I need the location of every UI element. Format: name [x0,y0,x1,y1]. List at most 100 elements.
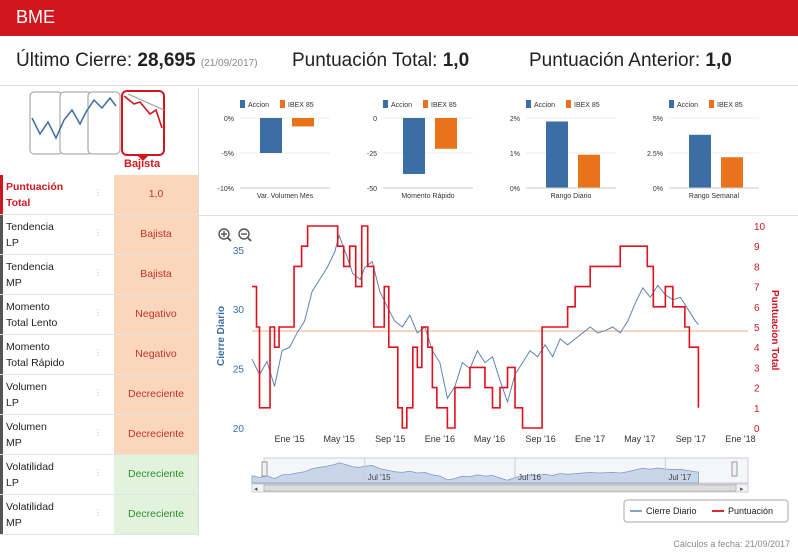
legend-swatch-accion [526,100,531,108]
mini-bar [546,121,568,188]
info-icon[interactable]: ⋮ [94,268,102,277]
row-label-line2: Total Lento [6,317,58,329]
navigator-label: Jul '15 [368,473,391,482]
row-value: Decreciente [114,375,198,414]
scrollbar[interactable]: ◂ ▸ [251,483,749,493]
row-label-line1: Volumen [6,381,47,393]
mini-ytick: -50 [367,186,377,193]
info-icon[interactable]: ⋮ [94,348,102,357]
company-title: BME [16,7,56,27]
table-row: Puntuación Total ⋮ 1,0 [0,175,198,215]
scrollbar-thumb[interactable] [263,484,737,492]
row-value: Bajista [114,255,198,294]
row-label-line2: MP [6,517,22,529]
x-tick: Ene '18 [725,434,755,444]
row-label-line2: MP [6,437,22,449]
row-label: Volumen LP [0,375,112,414]
row-value: Bajista [114,215,198,254]
y-left-tick: 20 [233,424,245,435]
last-close-value: 28,695 [137,50,196,71]
info-icon[interactable]: ⋮ [94,188,102,197]
table-row: Volatilidad LP ⋮ Decreciente [0,455,198,495]
row-value: Negativo [114,295,198,334]
navigator-handle-right[interactable] [731,461,738,477]
row-label-line1: Puntuación [6,181,64,193]
legend-puntuacion[interactable]: Puntuación [728,506,773,516]
footnote: Cálculos a fecha: 21/09/2017 [673,539,790,549]
y-right-label: Puntuacion Total [769,290,780,371]
mini-ytick: 0% [653,186,663,193]
row-label: Tendencia LP [0,215,112,254]
trend-label: Bajista [124,158,161,170]
legend-swatch-accion [669,100,674,108]
legend-accion: Accion [391,102,412,109]
vertical-divider [198,88,199,536]
last-close-date: (21/09/2017) [200,58,258,69]
trend-cards-icon [29,90,165,161]
row-label-line1: Tendencia [6,221,54,233]
legend-swatch-accion [383,100,388,108]
table-row: Momento Total Lento ⋮ Negativo [0,295,198,335]
mini-title: Rango Diario [551,193,592,200]
total-score-label: Puntuación Total: [292,50,438,71]
y-right-tick: 0 [754,424,760,435]
mini-title: Rango Semanal [689,193,740,200]
x-tick: Sep '16 [525,434,555,444]
navigator[interactable]: Jul '15 Jul '16 Jul '17 [251,457,749,484]
row-value: Negativo [114,335,198,374]
mini-bar [260,118,282,153]
row-label: Volatilidad LP [0,455,112,494]
x-tick: May '15 [324,434,355,444]
info-icon[interactable]: ⋮ [94,428,102,437]
scroll-left-icon[interactable]: ◂ [254,486,258,493]
table-row: Tendencia MP ⋮ Bajista [0,255,198,295]
legend-frame [623,499,789,523]
mini-title: Momento Rápido [401,193,454,200]
x-tick: Sep '15 [375,434,405,444]
info-icon[interactable]: ⋮ [94,308,102,317]
row-label: Momento Total Lento [0,295,112,334]
info-icon[interactable]: ⋮ [94,388,102,397]
y-left-tick: 25 [233,365,245,376]
table-row: Tendencia LP ⋮ Bajista [0,215,198,255]
table-row: Volatilidad MP ⋮ Decreciente [0,495,198,535]
row-label-line1: Volatilidad [6,501,54,513]
navigator-handle-left[interactable] [261,461,268,477]
mini-bar [689,134,711,188]
main-chart: Cierre Diario Puntuacion Total35302520109… [216,222,789,523]
trend-icon-panel: Bajista [24,88,174,174]
legend-accion: Accion [248,102,269,109]
scroll-right-icon[interactable]: ▸ [740,486,744,493]
info-icon[interactable]: ⋮ [94,508,102,517]
mini-bar-charts: Accion IBEX 850%-5%-10%Var. Volumen MesAc… [218,100,759,200]
mini-ytick: 5% [653,116,663,123]
legend-cierre-diario[interactable]: Cierre Diario [646,506,697,516]
row-label-line1: Tendencia [6,261,54,273]
mini-ytick: 0% [510,186,520,193]
mini-bar [435,118,457,149]
chart-legend: Cierre Diario Puntuación [623,499,789,523]
x-tick: Ene '16 [425,434,455,444]
row-value: Decreciente [114,455,198,494]
zoom-in-icon[interactable] [218,228,232,242]
row-label-line2: MP [6,277,22,289]
y-left-label: Cierre Diario [216,306,227,366]
prev-score-value: 1,0 [705,50,732,71]
y-right-tick: 9 [754,242,760,253]
mini-ytick: -10% [218,186,234,193]
horizontal-divider [198,215,798,216]
row-label-line2: Total [6,197,31,209]
prev-score-label: Puntuación Anterior: [529,50,701,71]
legend-ibex: IBEX 85 [574,102,600,109]
info-icon[interactable]: ⋮ [94,468,102,477]
series-puntuacion [252,225,700,429]
y-left-tick: 35 [233,246,245,257]
navigator-label: Jul '17 [668,473,691,482]
x-tick: May '16 [474,434,505,444]
info-icon[interactable]: ⋮ [94,228,102,237]
table-row: Momento Total Rápido ⋮ Negativo [0,335,198,375]
y-right-tick: 4 [754,343,760,354]
zoom-out-icon[interactable] [238,228,252,242]
legend-swatch-ibex [280,100,285,108]
row-label: Momento Total Rápido [0,335,112,374]
